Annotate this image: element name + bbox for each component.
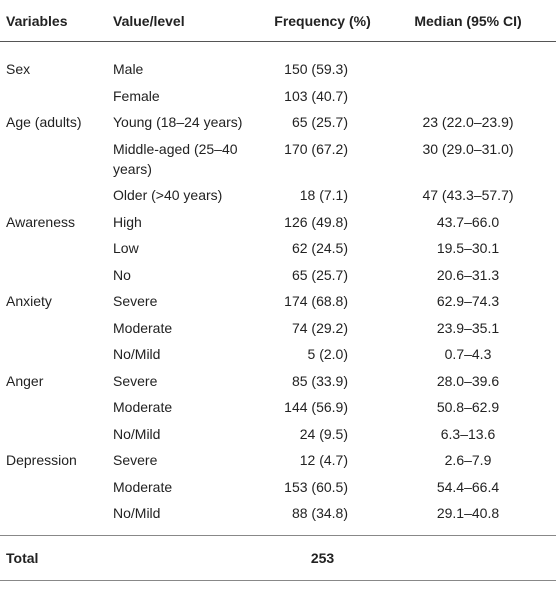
variable: Anger [6,372,44,389]
level: Older (>40 years) [113,187,223,204]
median: 19.5–30.1 [436,240,500,257]
table: Variables Value/level Frequency (%) Medi… [0,0,556,581]
median: 23.9–35.1 [436,319,500,336]
level: No/Mild [113,505,161,522]
table-row: Moderate 74 (29.2) 23.9–35.1 [0,315,556,342]
frequency: 62 (24.5) [291,240,348,257]
table-row: Awareness High 126 (49.8) 43.7–66.0 [0,209,556,236]
level: Female [113,87,160,104]
table-row: Depression Severe 12 (4.7) 2.6–7.9 [0,447,556,474]
table-row: Moderate 153 (60.5) 54.4–66.4 [0,474,556,501]
table-row: Anger Severe 85 (33.9) 28.0–39.6 [0,368,556,395]
frequency: 18 (7.1) [299,187,348,204]
table-row: Low 62 (24.5) 19.5–30.1 [0,235,556,262]
table-row: No/Mild 88 (34.8) 29.1–40.8 [0,500,556,527]
median: 2.6–7.9 [444,452,492,469]
frequency: 150 (59.3) [284,61,348,78]
table-row: Age (adults) Young (18–24 years) 65 (25.7)… [0,109,556,136]
level: Moderate [113,319,173,336]
frequency: 12 (4.7) [299,452,348,469]
level: Low [113,240,139,257]
median: 28.0–39.6 [436,372,500,389]
level: No [113,266,131,283]
column-header: Variables [6,12,68,29]
frequency: 144 (56.9) [284,399,348,416]
median: 23 (22.0–23.9) [422,114,514,131]
variable: Awareness [6,213,76,230]
table-row: No 65 (25.7) 20.6–31.3 [0,262,556,289]
column-header: Frequency (%) [274,12,371,29]
median: 54.4–66.4 [436,478,500,495]
total-label: Total [6,549,39,566]
median: 43.7–66.0 [436,213,500,230]
total-row: Total 253 [0,534,556,581]
variable: Age (adults) [6,114,82,131]
level: Middle-aged (25–40 years) [113,140,238,177]
total-frequency: 253 [310,549,335,566]
column-header: Median (95% CI) [414,12,522,29]
frequency: 170 (67.2) [284,140,348,157]
table-row: Middle-aged (25–40 years) 170 (67.2) 30 (2… [0,136,556,183]
table-row: No/Mild 24 (9.5) 6.3–13.6 [0,421,556,448]
frequency: 65 (25.7) [291,266,348,283]
variable: Sex [6,61,31,78]
median: 6.3–13.6 [440,425,496,442]
level: Severe [113,293,158,310]
header-row: Variables Value/level Frequency (%) Medi… [0,0,556,42]
median: 20.6–31.3 [436,266,500,283]
level: No/Mild [113,346,161,363]
table-row: Female 103 (40.7) [0,83,556,110]
level: High [113,213,142,230]
median: 29.1–40.8 [436,505,500,522]
frequency: 74 (29.2) [291,319,348,336]
table-row: Moderate 144 (56.9) 50.8–62.9 [0,394,556,421]
level: Young (18–24 years) [113,114,243,131]
frequency: 65 (25.7) [291,114,348,131]
table-row: Older (>40 years) 18 (7.1) 47 (43.3–57.7) [0,182,556,209]
median: 47 (43.3–57.7) [422,187,514,204]
frequency: 153 (60.5) [284,478,348,495]
frequency: 126 (49.8) [284,213,348,230]
table-row: Sex Male 150 (59.3) [0,56,556,83]
median: 30 (29.0–31.0) [422,140,514,157]
frequency: 5 (2.0) [307,346,348,363]
level: Severe [113,372,158,389]
median: 62.9–74.3 [436,293,500,310]
level: No/Mild [113,425,161,442]
level: Male [113,61,144,78]
frequency: 103 (40.7) [284,87,348,104]
frequency: 24 (9.5) [299,425,348,442]
level: Severe [113,452,158,469]
median: 0.7–4.3 [444,346,492,363]
table-row: Anxiety Severe 174 (68.8) 62.9–74.3 [0,288,556,315]
frequency: 174 (68.8) [284,293,348,310]
median: 50.8–62.9 [436,399,500,416]
variable: Depression [6,452,77,469]
level: Moderate [113,399,173,416]
frequency: 88 (34.8) [291,505,348,522]
level: Moderate [113,478,173,495]
table-row: No/Mild 5 (2.0) 0.7–4.3 [0,341,556,368]
table-body: Sex Male 150 (59.3) Female 103 (40.7) Age (ad… [0,42,556,535]
frequency: 85 (33.9) [291,372,348,389]
variable: Anxiety [6,293,52,310]
column-header: Value/level [113,12,185,29]
